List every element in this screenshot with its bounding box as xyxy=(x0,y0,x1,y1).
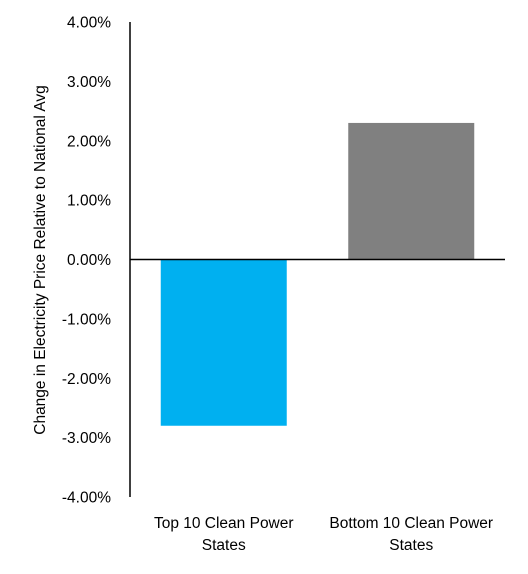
x-tick-label: Bottom 10 Clean Power xyxy=(329,515,493,532)
axes xyxy=(129,22,505,497)
x-tick-label: States xyxy=(389,537,433,554)
x-tick-label: Top 10 Clean Power xyxy=(154,515,294,532)
y-tick-label: 0.00% xyxy=(67,252,111,269)
y-tick-label: 3.00% xyxy=(67,74,111,91)
y-axis-label: Change in Electricity Price Relative to … xyxy=(32,85,49,435)
y-tick-label: -3.00% xyxy=(62,430,111,447)
y-axis-label-group: Change in Electricity Price Relative to … xyxy=(32,85,49,435)
y-tick-label: -2.00% xyxy=(62,371,111,388)
bars xyxy=(160,122,475,426)
bar-1 xyxy=(160,259,287,426)
y-ticks: 4.00% 3.00% 2.00% 1.00% 0.00% -1.00% -2.00% -3.… xyxy=(62,15,111,507)
y-tick-label: 1.00% xyxy=(67,193,111,210)
y-tick-label: -1.00% xyxy=(62,311,111,328)
x-tick-label: States xyxy=(202,537,246,554)
y-tick-label: -4.00% xyxy=(62,490,111,507)
x-tick-labels: Top 10 Clean Power States Bottom 10 Clean … xyxy=(154,515,493,554)
bar-2 xyxy=(348,122,475,260)
y-tick-label: 4.00% xyxy=(67,15,111,32)
y-tick-label: 2.00% xyxy=(67,133,111,150)
